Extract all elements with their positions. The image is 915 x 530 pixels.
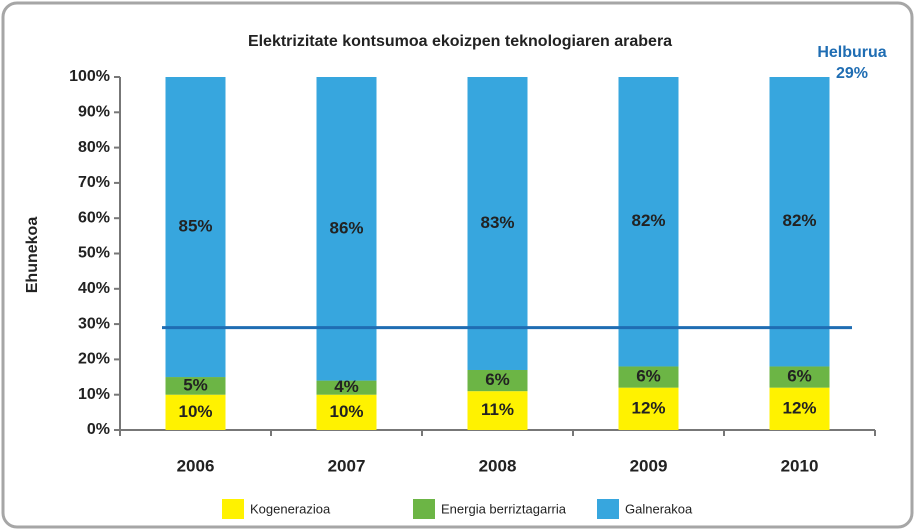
y-tick-label: 70% <box>78 174 110 191</box>
value-label: 12% <box>782 398 816 417</box>
bar-segment <box>618 366 679 388</box>
y-tick-label: 0% <box>87 421 110 438</box>
bar-segment <box>769 77 830 367</box>
bar-segment <box>165 377 226 395</box>
value-label: 5% <box>183 375 208 394</box>
y-tick-label: 80% <box>78 139 110 156</box>
y-tick-label: 50% <box>78 245 110 262</box>
value-label: 82% <box>782 211 816 230</box>
legend-swatch <box>222 499 244 519</box>
bar-segment <box>316 394 377 430</box>
value-label: 6% <box>636 367 661 386</box>
value-label: 6% <box>787 367 812 386</box>
bar-segment <box>467 391 528 430</box>
y-tick-label: 40% <box>78 280 110 297</box>
target-label: 29% <box>836 65 868 82</box>
y-tick-label: 90% <box>78 104 110 121</box>
value-label: 86% <box>329 218 363 237</box>
bar-segment <box>618 77 679 367</box>
y-tick-label: 20% <box>78 351 110 368</box>
legend-swatch <box>597 499 619 519</box>
bar-segment <box>165 394 226 430</box>
y-axis-label: Ehunekoa <box>24 217 41 294</box>
value-label: 85% <box>178 217 212 236</box>
y-tick-label: 10% <box>78 386 110 403</box>
x-tick-label: 2010 <box>781 456 819 475</box>
x-tick-label: 2006 <box>177 456 215 475</box>
value-label: 12% <box>631 398 665 417</box>
value-label: 10% <box>329 402 363 421</box>
legend-label: Galnerakoa <box>625 501 693 516</box>
value-label: 4% <box>334 377 359 396</box>
x-tick-label: 2009 <box>630 456 668 475</box>
value-label: 83% <box>480 213 514 232</box>
x-tick-label: 2007 <box>328 456 366 475</box>
bar-segment <box>467 77 528 370</box>
legend-label: Energia berriztagarria <box>441 501 567 516</box>
value-label: 82% <box>631 211 665 230</box>
chart-title: Elektrizitate kontsumoa ekoizpen teknolo… <box>248 33 672 50</box>
x-tick-label: 2008 <box>479 456 517 475</box>
legend-swatch <box>413 499 435 519</box>
bar-segment <box>316 380 377 395</box>
y-tick-label: 60% <box>78 209 110 226</box>
y-tick-label: 30% <box>78 315 110 332</box>
value-label: 10% <box>178 402 212 421</box>
target-text: Helburua <box>817 44 886 61</box>
bar-segment <box>467 369 528 392</box>
y-tick-label: 100% <box>69 68 110 85</box>
bar-segment <box>769 366 830 388</box>
bar-segment <box>618 387 679 430</box>
legend-label: Kogenerazioa <box>250 501 331 516</box>
value-label: 11% <box>481 400 514 419</box>
bar-segment <box>769 387 830 430</box>
value-label: 6% <box>485 370 510 389</box>
bar-segment <box>316 77 377 381</box>
